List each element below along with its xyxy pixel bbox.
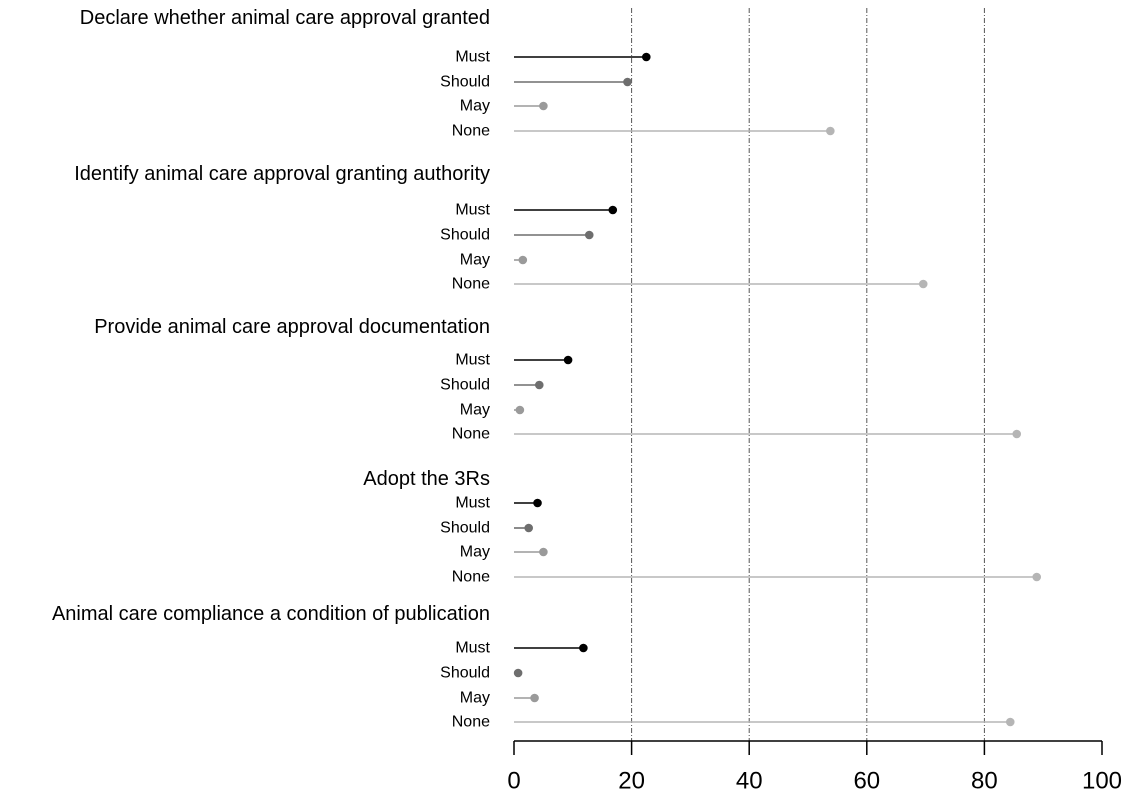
lollipop-point-should xyxy=(584,230,594,240)
group-declare-whether-animal-care-approval-granted: Declare whether animal care approval gra… xyxy=(80,7,835,140)
group-identify-animal-care-approval-granting-authority: Identify animal care approval granting a… xyxy=(74,163,928,293)
category-label-none: None xyxy=(452,714,490,731)
lollipop-point-none xyxy=(1005,717,1015,727)
category-label-may: May xyxy=(460,402,490,419)
group-provide-animal-care-approval-documentation: Provide animal care approval documentati… xyxy=(94,316,1022,443)
lollipop-point-none xyxy=(1012,429,1022,439)
x-tick-label: 60 xyxy=(853,768,880,795)
category-label-may: May xyxy=(460,690,490,707)
lollipop-point-must xyxy=(642,52,651,62)
category-label-none: None xyxy=(452,426,490,443)
lollipop-point-must xyxy=(579,643,588,653)
category-label-may: May xyxy=(460,544,490,561)
category-label-none: None xyxy=(452,569,490,586)
x-tick-label: 40 xyxy=(736,768,763,795)
category-label-none: None xyxy=(452,123,490,140)
lollipop-point-may xyxy=(539,101,548,111)
group-title: Provide animal care approval documentati… xyxy=(94,316,490,338)
group-title: Identify animal care approval granting a… xyxy=(74,163,490,185)
lollipop-point-should xyxy=(513,668,523,678)
lollipop-point-none xyxy=(826,126,835,136)
group-title: Adopt the 3Rs xyxy=(363,468,490,490)
lollipop-point-must xyxy=(608,205,618,215)
lollipop-point-must xyxy=(563,355,573,365)
lollipop-point-should xyxy=(534,380,544,390)
x-tick-label: 80 xyxy=(971,768,998,795)
category-label-should: Should xyxy=(440,520,490,537)
category-label-must: Must xyxy=(455,495,490,512)
x-tick-label: 20 xyxy=(618,768,645,795)
lollipop-point-none xyxy=(918,279,928,289)
category-label-may: May xyxy=(460,98,490,115)
category-label-should: Should xyxy=(440,74,490,91)
lollipop-point-may xyxy=(518,255,528,265)
category-label-must: Must xyxy=(455,640,490,657)
group-title: Declare whether animal care approval gra… xyxy=(80,7,490,29)
lollipop-point-should xyxy=(623,77,632,87)
group-animal-care-compliance-a-condition-of-publication: Animal care compliance a condition of pu… xyxy=(52,603,1015,731)
lollipop-point-may xyxy=(530,693,539,703)
category-label-none: None xyxy=(452,276,490,293)
category-label-must: Must xyxy=(455,202,490,219)
group-title: Animal care compliance a condition of pu… xyxy=(52,603,490,625)
category-label-should: Should xyxy=(440,227,490,244)
gridlines xyxy=(631,8,985,741)
x-tick-label: 0 xyxy=(507,768,520,795)
category-label-should: Should xyxy=(440,665,490,682)
category-label-should: Should xyxy=(440,377,490,394)
category-label-may: May xyxy=(460,252,490,269)
lollipop-point-may xyxy=(539,547,548,557)
category-label-must: Must xyxy=(455,352,490,369)
x-axis: 0 20 40 60 80 100 xyxy=(507,740,1122,795)
lollipop-point-should xyxy=(524,523,533,533)
x-tick-label: 100 xyxy=(1082,768,1122,795)
group-adopt-the-3rs: Adopt the 3Rs Must Should May None xyxy=(363,468,1042,586)
lollipop-point-may xyxy=(515,405,525,415)
category-label-must: Must xyxy=(455,49,490,66)
lollipop-point-must xyxy=(533,498,542,508)
chart-groups: Declare whether animal care approval gra… xyxy=(52,7,1042,731)
lollipop-point-none xyxy=(1032,572,1042,582)
